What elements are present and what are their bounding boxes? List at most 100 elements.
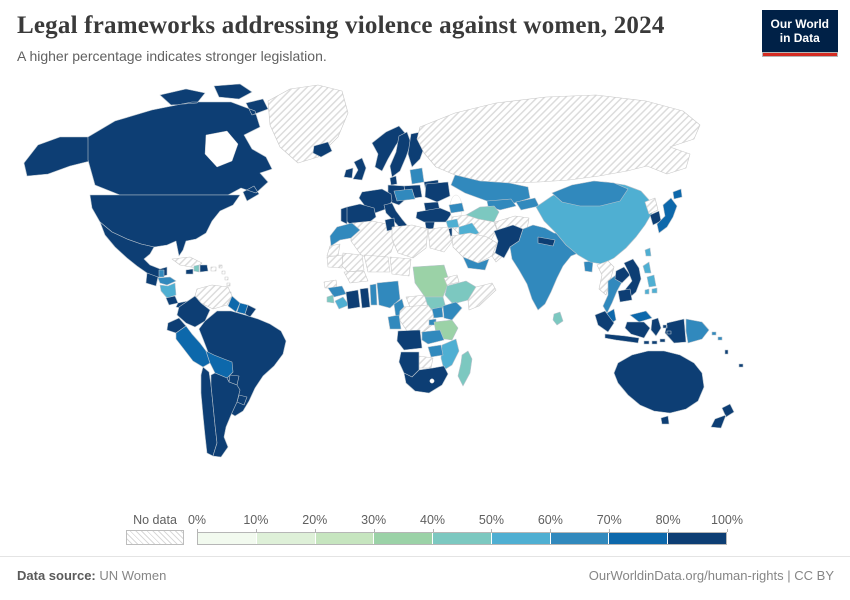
country-bolivia[interactable]: Bolivia — 70-80%	[205, 350, 234, 379]
legend-bin-80-100%[interactable]	[667, 533, 727, 544]
country-mali[interactable]: Mali — No data	[341, 252, 365, 273]
legend-tick-0%: 0%	[187, 513, 207, 527]
country-nepal[interactable]: Nepal — 80-100%	[537, 236, 556, 247]
country-haiti[interactable]: Haiti — 40-50%	[193, 264, 200, 273]
country-belize[interactable]: Belize — 60-70%	[158, 269, 165, 278]
country-syria[interactable]: Syria — 50-60%	[445, 218, 460, 229]
country-sierra-leone[interactable]: Sierra Leone — 40-50%	[326, 294, 335, 304]
country-philippines[interactable]: Philippines — 50-60%	[642, 261, 658, 295]
country-south-africa[interactable]: South Africa — 80-100%	[403, 365, 449, 394]
legend-bin-50-60%[interactable]	[490, 533, 550, 544]
country-greenland[interactable]: Greenland — No data	[267, 84, 349, 164]
country-kenya[interactable]: Kenya — 60-70%	[442, 301, 463, 321]
country-libya[interactable]: Libya — No data	[391, 224, 429, 259]
country-solomon-islands[interactable]: Solomon Islands — 60-70%	[711, 331, 723, 341]
country-benin[interactable]: Benin & Togo — 60-70%	[369, 283, 378, 306]
legend-bin-30-40%[interactable]	[373, 533, 433, 544]
legend-bin-70-80%[interactable]	[608, 533, 668, 544]
country-canada[interactable]: Canada — 80-100%	[87, 83, 273, 202]
country-central-europe[interactable]: Hungary, Slovakia & Croatia — 60-70%	[393, 188, 416, 202]
country-puerto-rico[interactable]: Puerto Rico — No data	[210, 266, 217, 272]
country-alaska[interactable]: United States — 80-100%	[23, 136, 91, 177]
country-mozambique[interactable]: Mozambique — 50-60%	[440, 338, 460, 371]
country-vanuatu[interactable]: Vanuatu — 80-100%	[724, 349, 729, 355]
country-uganda[interactable]: Uganda — 60-70%	[431, 306, 444, 319]
country-ireland[interactable]: Ireland — 80-100%	[343, 167, 354, 179]
country-congo[interactable]: Congo & Gabon — 60-70%	[387, 314, 402, 330]
country-western-sahara[interactable]: Western Sahara — No data	[326, 243, 341, 257]
country-algeria[interactable]: Algeria — No data	[350, 220, 397, 263]
country-azerbaijan[interactable]: Azerbaijan — 60-70%	[448, 202, 465, 214]
country-mexico[interactable]: Mexico — 80-100%	[99, 221, 168, 279]
country-papua-new-guinea[interactable]: Papua New Guinea — 60-70%	[685, 318, 710, 344]
country-zambia[interactable]: Zambia — 60-70%	[421, 329, 445, 345]
country-sri-lanka[interactable]: Sri Lanka — 40-50%	[552, 311, 564, 326]
legend-bin-0-10%[interactable]	[198, 533, 256, 544]
country-sudan[interactable]: Sudan — 30-40%	[412, 264, 450, 298]
country-nicaragua[interactable]: Nicaragua — 50-60%	[159, 282, 177, 299]
country-united-states[interactable]: United States — 80-100%	[89, 194, 241, 257]
country-botswana[interactable]: Botswana — No data	[418, 355, 434, 369]
license-label: CC BY	[794, 568, 834, 583]
legend-tick-marks	[197, 529, 728, 532]
country-honduras[interactable]: Honduras — 60-70%	[157, 276, 177, 286]
country-australia[interactable]: Australia — 80-100%	[613, 350, 705, 425]
country-morocco[interactable]: Morocco — 60-70%	[329, 222, 361, 247]
country-cote-divoire[interactable]: Cote d'Ivoire — 80-100%	[345, 289, 361, 310]
owid-link[interactable]: OurWorldinData.org/human-rights	[588, 568, 784, 583]
legend-bin-60-70%[interactable]	[549, 533, 609, 544]
country-new-zealand[interactable]: New Zealand — 80-100%	[710, 403, 735, 429]
country-guyana[interactable]: Guyana — 70-80%	[227, 295, 241, 313]
country-turkey[interactable]: Turkey — 80-100%	[415, 207, 453, 223]
country-russia[interactable]: Russia — No data	[416, 94, 701, 184]
country-sweden[interactable]: Sweden — 80-100%	[389, 131, 412, 178]
country-madagascar[interactable]: Madagascar — 40-50%	[457, 350, 473, 387]
data-source-value[interactable]: UN Women	[99, 568, 167, 583]
legend-bin-10-20%[interactable]	[255, 533, 315, 544]
country-guatemala[interactable]: Guatemala — 80-100%	[145, 272, 159, 287]
owid-logo[interactable]: Our World in Data	[761, 10, 838, 57]
country-burkina-faso[interactable]: Burkina Faso — No data	[343, 270, 369, 284]
country-baltics[interactable]: Latvia & Lithuania — 60-70%	[409, 167, 425, 185]
country-iceland[interactable]: Iceland — 80-100%	[312, 141, 333, 158]
country-costa-rica[interactable]: Costa Rica — 80-100%	[165, 295, 179, 306]
country-lesser-antilles[interactable]: Lesser Antilles — No data	[218, 264, 231, 287]
country-indonesia[interactable]: Indonesia — 80-100%	[594, 310, 687, 345]
country-mongolia[interactable]: Mongolia — 60-70%	[551, 180, 629, 207]
country-mauritania[interactable]: Mauritania — No data	[326, 254, 344, 269]
country-chad[interactable]: Chad — No data	[389, 256, 412, 277]
legend-tick-mark	[432, 529, 434, 532]
country-egypt[interactable]: Egypt — No data	[427, 226, 453, 253]
country-niger[interactable]: Niger — No data	[363, 254, 391, 273]
legend-bin-20-30%[interactable]	[314, 533, 374, 544]
country-dominican-republic[interactable]: Dominican Republic — 80-100%	[199, 264, 209, 273]
country-ukraine[interactable]: Ukraine — 80-100%	[424, 181, 451, 203]
country-india[interactable]: India — 60-70%	[509, 224, 587, 311]
country-jamaica[interactable]: Jamaica — 80-100%	[185, 268, 194, 275]
country-north-korea[interactable]: North Korea — No data	[644, 197, 659, 215]
country-yemen[interactable]: Yemen — 60-70%	[462, 256, 490, 271]
country-denmark[interactable]: Denmark — 80-100%	[389, 175, 398, 186]
country-united-kingdom[interactable]: United Kingdom — 80-100%	[352, 157, 367, 181]
country-guinea[interactable]: Guinea — 60-70%	[327, 285, 347, 298]
country-dr-congo[interactable]: Democratic Republic of Congo — No data	[398, 304, 435, 334]
country-argentina[interactable]: Argentina — 80-100%	[210, 372, 241, 458]
country-norway[interactable]: Norway — 80-100%	[371, 125, 406, 172]
legend-color-bar	[197, 532, 727, 545]
country-angola[interactable]: Angola — 80-100%	[396, 329, 423, 351]
footer-separator: |	[787, 568, 791, 583]
legend-bin-40-50%[interactable]	[432, 533, 491, 544]
country-japan[interactable]: Japan — 70-80%	[656, 188, 683, 234]
country-zimbabwe[interactable]: Zimbabwe — 60-70%	[427, 344, 444, 358]
country-eritrea[interactable]: Eritrea — No data	[443, 274, 460, 286]
country-portugal[interactable]: Portugal — 80-100%	[340, 206, 348, 225]
country-cambodia[interactable]: Cambodia — 80-100%	[617, 288, 633, 303]
chart-header: Legal frameworks addressing violence aga…	[17, 12, 757, 64]
country-laos[interactable]: Laos — 80-100%	[614, 266, 631, 284]
country-taiwan[interactable]: Taiwan — 50-60%	[644, 247, 652, 257]
country-fiji[interactable]: Fiji — 80-100%	[738, 363, 744, 368]
legend-no-data-swatch[interactable]	[126, 530, 184, 545]
country-ghana[interactable]: Ghana — 80-100%	[359, 287, 371, 309]
country-bangladesh[interactable]: Bangladesh — 60-70%	[583, 260, 594, 273]
country-somalia[interactable]: Somalia — No data	[467, 282, 497, 311]
